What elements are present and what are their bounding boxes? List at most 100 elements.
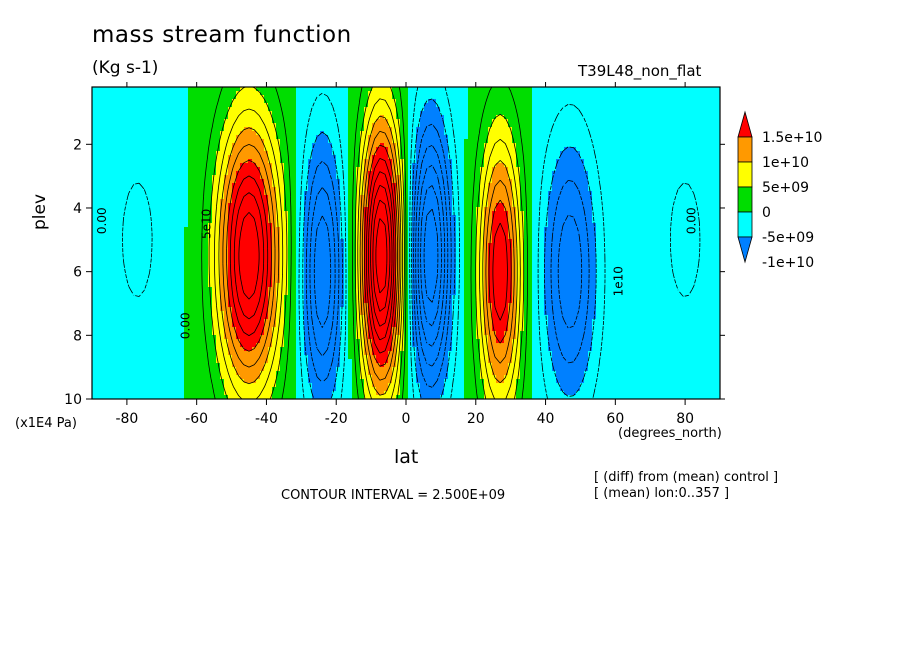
- field-cell: [328, 207, 333, 212]
- field-cell: [156, 163, 161, 168]
- field-cell: [540, 167, 545, 172]
- field-cell: [696, 171, 701, 176]
- field-cell: [580, 195, 585, 200]
- field-cell: [240, 211, 245, 216]
- field-cell: [436, 111, 441, 116]
- field-cell: [148, 199, 153, 204]
- field-cell: [716, 123, 720, 128]
- field-cell: [500, 179, 505, 184]
- field-cell: [380, 91, 385, 96]
- field-cell: [252, 183, 257, 188]
- field-cell: [204, 207, 209, 212]
- field-cell: [532, 135, 537, 140]
- field-cell: [388, 87, 393, 92]
- field-cell: [392, 147, 397, 152]
- field-cell: [316, 211, 321, 216]
- field-cell: [280, 171, 285, 176]
- field-cell: [648, 143, 653, 148]
- field-cell: [560, 199, 565, 204]
- field-cell: [108, 151, 113, 156]
- field-cell: [524, 183, 529, 188]
- field-cell: [280, 199, 285, 204]
- field-cell: [328, 211, 333, 216]
- field-cell: [704, 135, 709, 140]
- field-cell: [440, 135, 445, 140]
- field-cell: [660, 99, 665, 104]
- field-cell: [676, 103, 681, 108]
- field-cell: [364, 123, 369, 128]
- field-cell: [352, 99, 357, 104]
- field-cell: [596, 107, 601, 112]
- field-cell: [416, 131, 421, 136]
- field-cell: [176, 139, 181, 144]
- field-cell: [140, 111, 145, 116]
- field-cell: [424, 183, 429, 188]
- field-cell: [688, 171, 693, 176]
- field-cell: [412, 123, 417, 128]
- field-cell: [360, 143, 365, 148]
- field-cell: [404, 143, 409, 148]
- field-cell: [228, 135, 233, 140]
- field-cell: [288, 123, 293, 128]
- field-cell: [240, 175, 245, 180]
- field-cell: [336, 87, 341, 92]
- field-cell: [608, 115, 613, 120]
- field-cell: [200, 147, 205, 152]
- field-cell: [116, 191, 121, 196]
- field-cell: [148, 191, 153, 196]
- field-cell: [252, 143, 257, 148]
- field-cell: [292, 203, 297, 208]
- field-cell: [196, 107, 201, 112]
- field-cell: [172, 167, 177, 172]
- field-cell: [572, 195, 577, 200]
- field-cell: [328, 95, 333, 100]
- field-cell: [100, 159, 105, 164]
- field-cell: [472, 111, 477, 116]
- field-cell: [188, 163, 193, 168]
- field-cell: [116, 147, 121, 152]
- field-cell: [156, 95, 161, 100]
- field-cell: [572, 119, 577, 124]
- field-cell: [464, 203, 469, 208]
- field-cell: [432, 139, 437, 144]
- field-cell: [708, 155, 713, 160]
- field-cell: [668, 191, 673, 196]
- field-cell: [296, 99, 301, 104]
- field-cell: [112, 191, 117, 196]
- field-cell: [512, 127, 517, 132]
- field-cell: [228, 127, 233, 132]
- field-cell: [120, 99, 125, 104]
- field-cell: [392, 115, 397, 120]
- field-cell: [588, 195, 593, 200]
- field-cell: [404, 147, 409, 152]
- field-cell: [452, 203, 457, 208]
- field-cell: [340, 207, 345, 212]
- field-cell: [420, 123, 425, 128]
- field-cell: [384, 95, 389, 100]
- field-cell: [460, 123, 465, 128]
- field-cell: [556, 207, 561, 212]
- field-cell: [652, 175, 657, 180]
- field-cell: [240, 119, 245, 124]
- field-cell: [324, 167, 329, 172]
- field-cell: [348, 175, 353, 180]
- field-cell: [576, 135, 581, 140]
- field-cell: [576, 171, 581, 176]
- field-cell: [380, 179, 385, 184]
- field-cell: [692, 163, 697, 168]
- field-cell: [704, 119, 709, 124]
- field-cell: [644, 131, 649, 136]
- field-cell: [416, 111, 421, 116]
- field-cell: [468, 99, 473, 104]
- field-cell: [576, 115, 581, 120]
- field-cell: [344, 143, 349, 148]
- field-cell: [504, 183, 509, 188]
- field-cell: [664, 91, 669, 96]
- field-cell: [660, 151, 665, 156]
- field-cell: [188, 187, 193, 192]
- field-cell: [392, 127, 397, 132]
- field-cell: [208, 107, 213, 112]
- field-cell: [436, 167, 441, 172]
- field-cell: [552, 155, 557, 160]
- field-cell: [620, 127, 625, 132]
